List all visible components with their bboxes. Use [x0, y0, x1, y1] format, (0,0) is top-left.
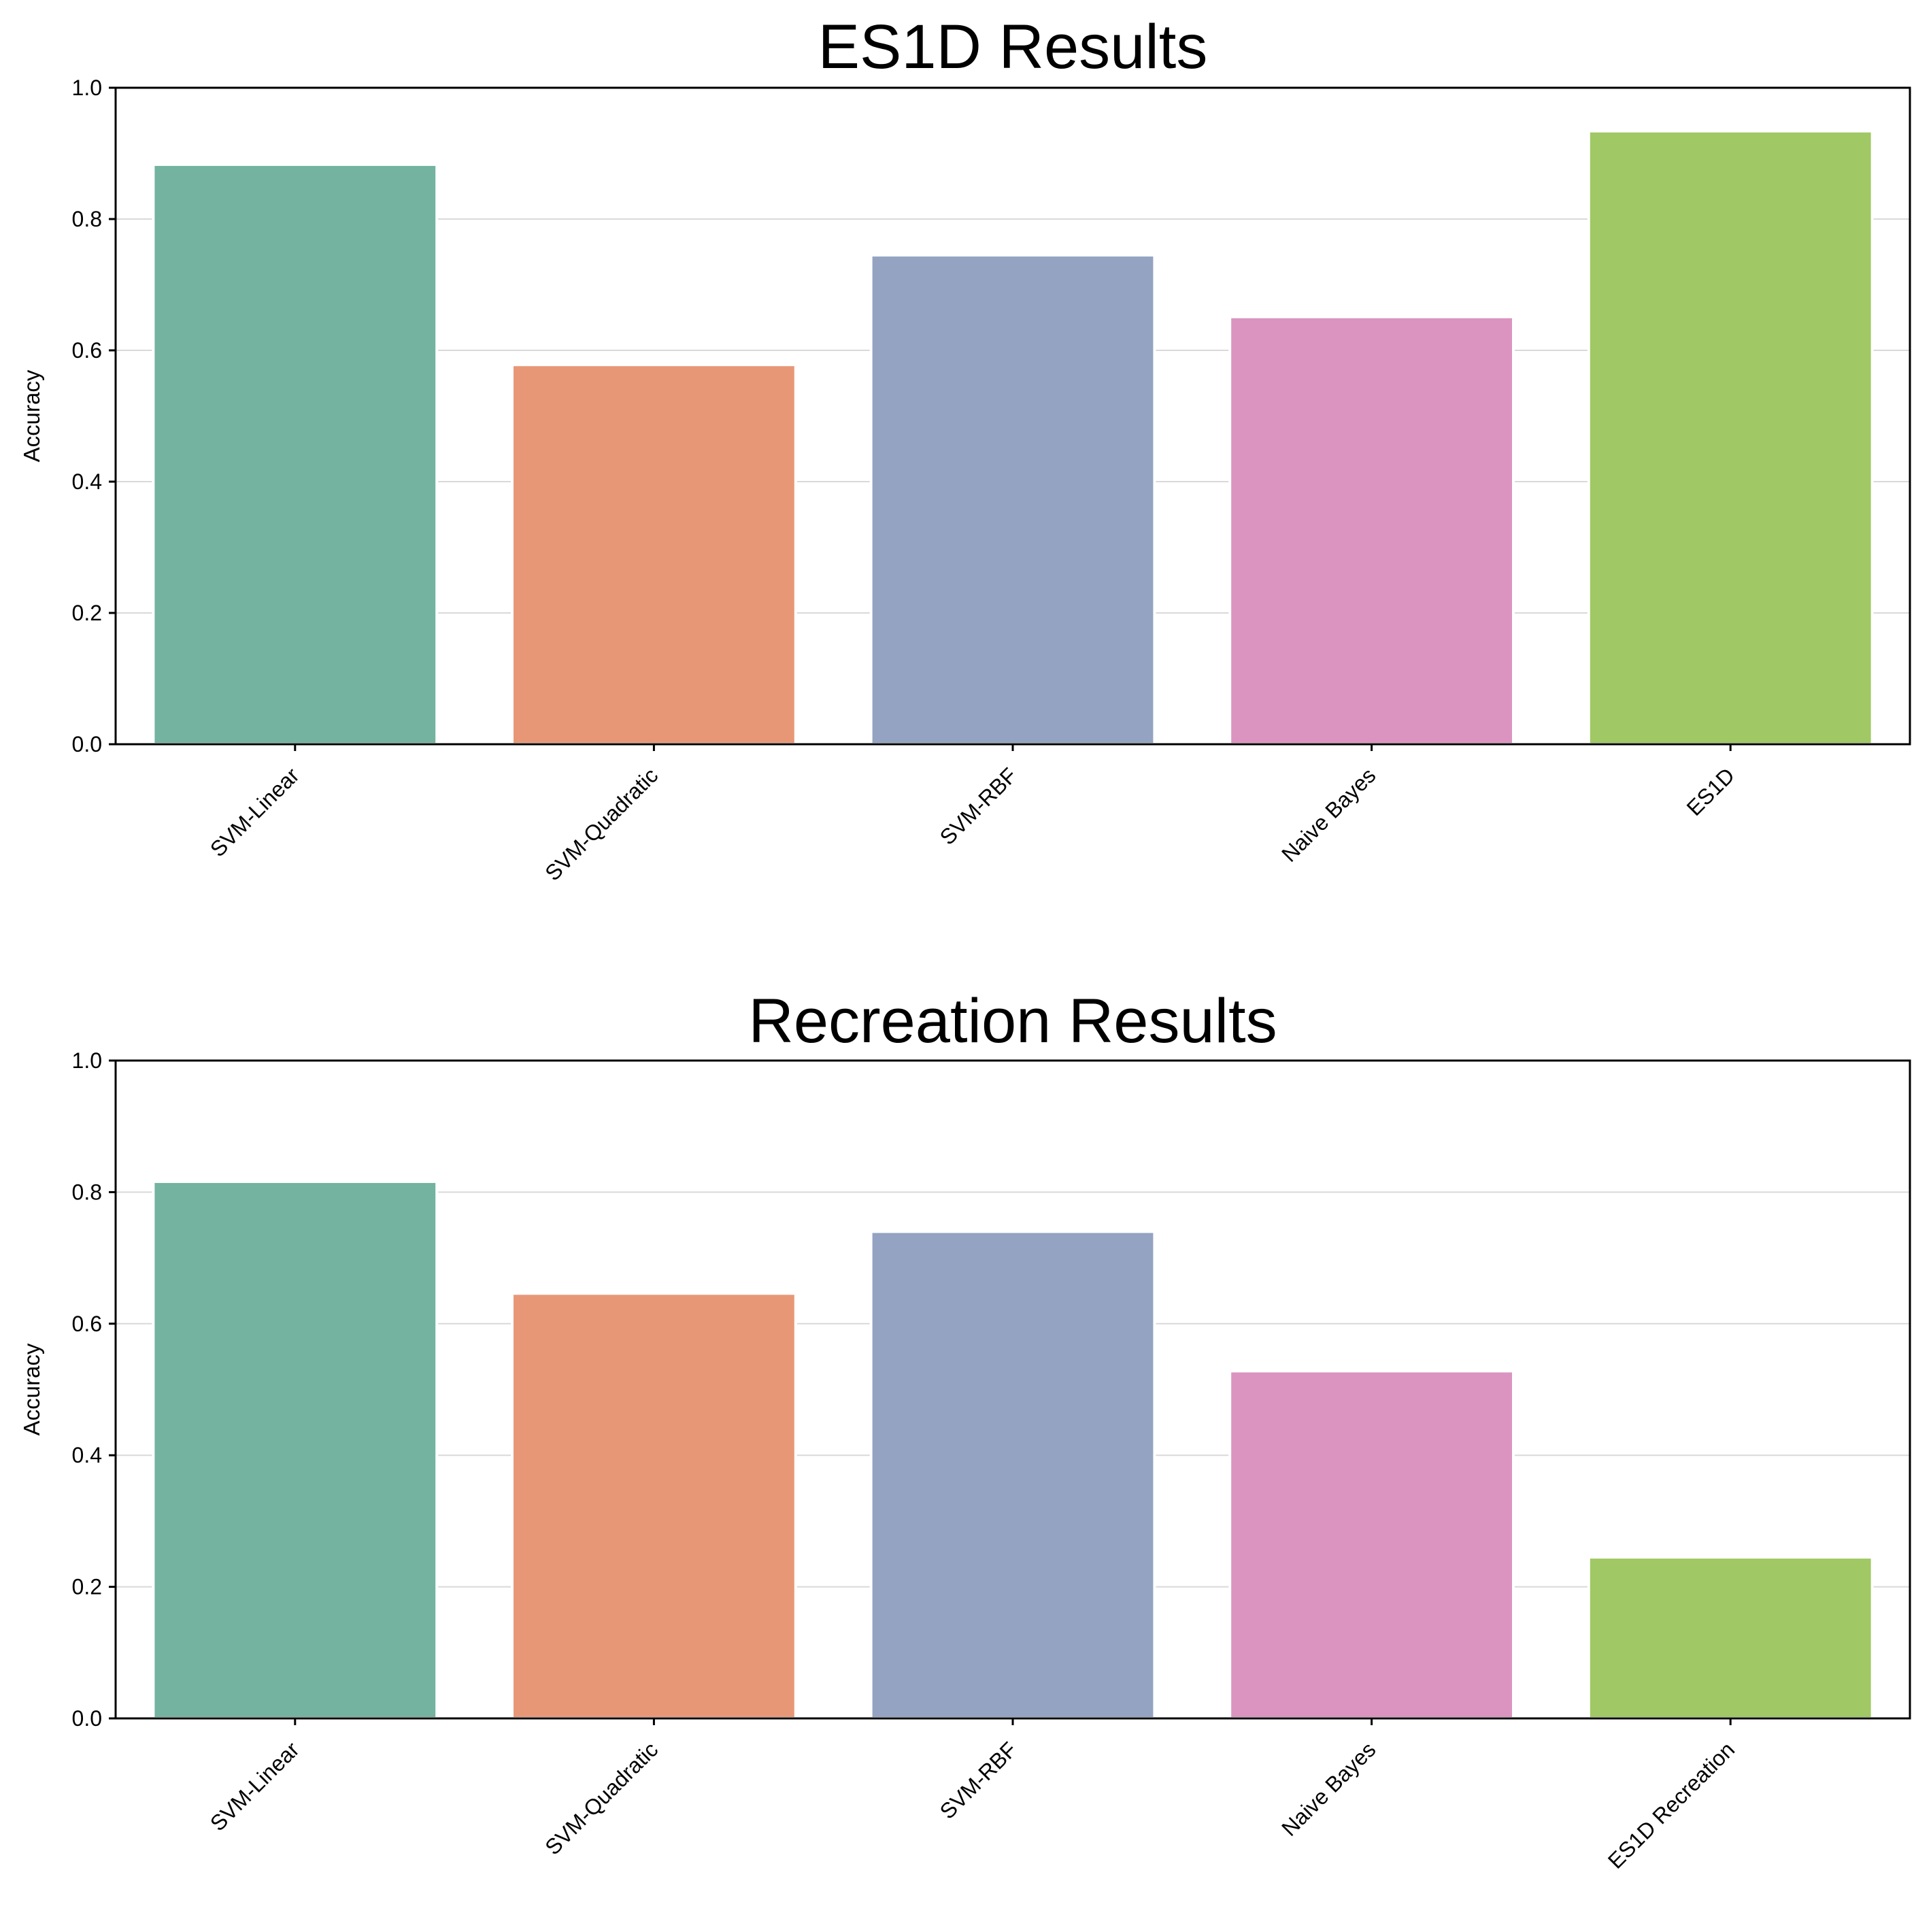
- bar-svm-quadratic: [510, 1292, 797, 1720]
- y-axis-label: Accuracy: [19, 1343, 44, 1435]
- y-tick-label: 0.4: [72, 1443, 102, 1467]
- bar-svm-rbf: [869, 254, 1156, 746]
- x-tick-label: ES1D Recreation: [1603, 1737, 1739, 1873]
- y-tick-label: 0.6: [72, 1312, 102, 1336]
- x-tick-label: Naive Bayes: [1277, 763, 1380, 866]
- bar-svm-rbf: [869, 1230, 1156, 1720]
- x-tick-label: SVM-RBF: [935, 1737, 1022, 1823]
- x-tick-label: ES1D: [1682, 763, 1740, 820]
- y-tick-label: 0.6: [72, 338, 102, 363]
- bar-es1d-recreation: [1587, 1556, 1874, 1720]
- chart-2: Recreation Results 0.0 0.2 0.4 0.6 0.8 1.0 SVM-…: [19, 986, 1911, 1873]
- bar-svm-linear: [152, 1180, 439, 1720]
- x-tick-label: SVM-Quadratic: [540, 1737, 662, 1859]
- chart-title: Recreation Results: [748, 986, 1277, 1056]
- y-tick-label: 0.2: [72, 1575, 102, 1599]
- chart-1: ES1D Results 0.0 0.2 0.4 0.6 0.8 1.0 SVM-Linear…: [19, 12, 1911, 886]
- y-tick-label: 0.8: [72, 207, 102, 231]
- bar-svm-linear: [152, 163, 439, 746]
- bar-svm-quadratic: [510, 363, 797, 746]
- x-tick-label: SVM-Quadratic: [540, 763, 662, 885]
- bar-naive-bayes: [1228, 1369, 1515, 1720]
- y-tick-label: 1.0: [72, 76, 102, 100]
- y-axis-label: Accuracy: [19, 369, 44, 462]
- y-tick-label: 0.4: [72, 469, 102, 494]
- y-tick-label: 0.0: [72, 732, 102, 756]
- y-tick-label: 0.8: [72, 1180, 102, 1204]
- x-tick-label: SVM-Linear: [205, 763, 304, 861]
- x-tick-label: SVM-RBF: [935, 763, 1022, 849]
- x-tick-label: SVM-Linear: [205, 1737, 304, 1835]
- y-tick-label: 1.0: [72, 1048, 102, 1073]
- chart-title: ES1D Results: [818, 12, 1208, 82]
- y-tick-label: 0.0: [72, 1706, 102, 1731]
- bar-es1d: [1587, 129, 1874, 746]
- y-tick-label: 0.2: [72, 601, 102, 625]
- bar-naive-bayes: [1228, 315, 1515, 746]
- x-tick-label: Naive Bayes: [1277, 1737, 1380, 1840]
